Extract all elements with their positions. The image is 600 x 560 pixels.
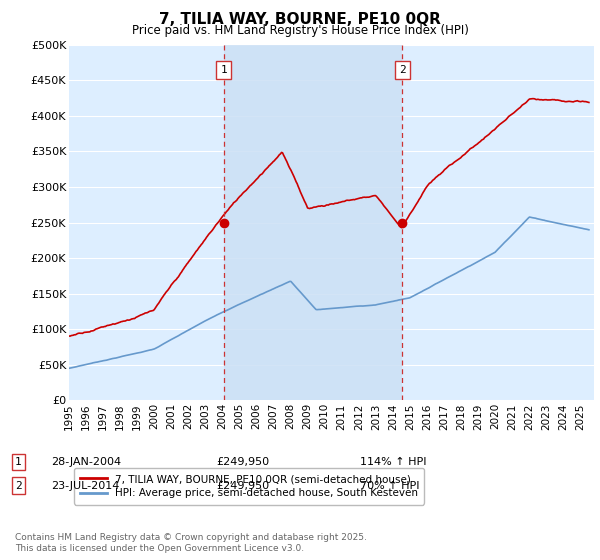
Text: 7, TILIA WAY, BOURNE, PE10 0QR: 7, TILIA WAY, BOURNE, PE10 0QR (159, 12, 441, 27)
Legend: 7, TILIA WAY, BOURNE, PE10 0QR (semi-detached house), HPI: Average price, semi-d: 7, TILIA WAY, BOURNE, PE10 0QR (semi-det… (74, 468, 424, 505)
Text: 28-JAN-2004: 28-JAN-2004 (51, 457, 121, 467)
Text: 70% ↑ HPI: 70% ↑ HPI (360, 480, 419, 491)
Text: 1: 1 (220, 65, 227, 74)
Text: £249,950: £249,950 (216, 480, 269, 491)
Text: Price paid vs. HM Land Registry's House Price Index (HPI): Price paid vs. HM Land Registry's House … (131, 24, 469, 36)
Text: 1: 1 (15, 457, 22, 467)
Text: £249,950: £249,950 (216, 457, 269, 467)
Text: 23-JUL-2014: 23-JUL-2014 (51, 480, 119, 491)
Text: Contains HM Land Registry data © Crown copyright and database right 2025.
This d: Contains HM Land Registry data © Crown c… (15, 533, 367, 553)
Text: 2: 2 (399, 65, 406, 74)
Bar (224, 45, 403, 400)
Text: 114% ↑ HPI: 114% ↑ HPI (360, 457, 427, 467)
Text: 2: 2 (15, 480, 22, 491)
